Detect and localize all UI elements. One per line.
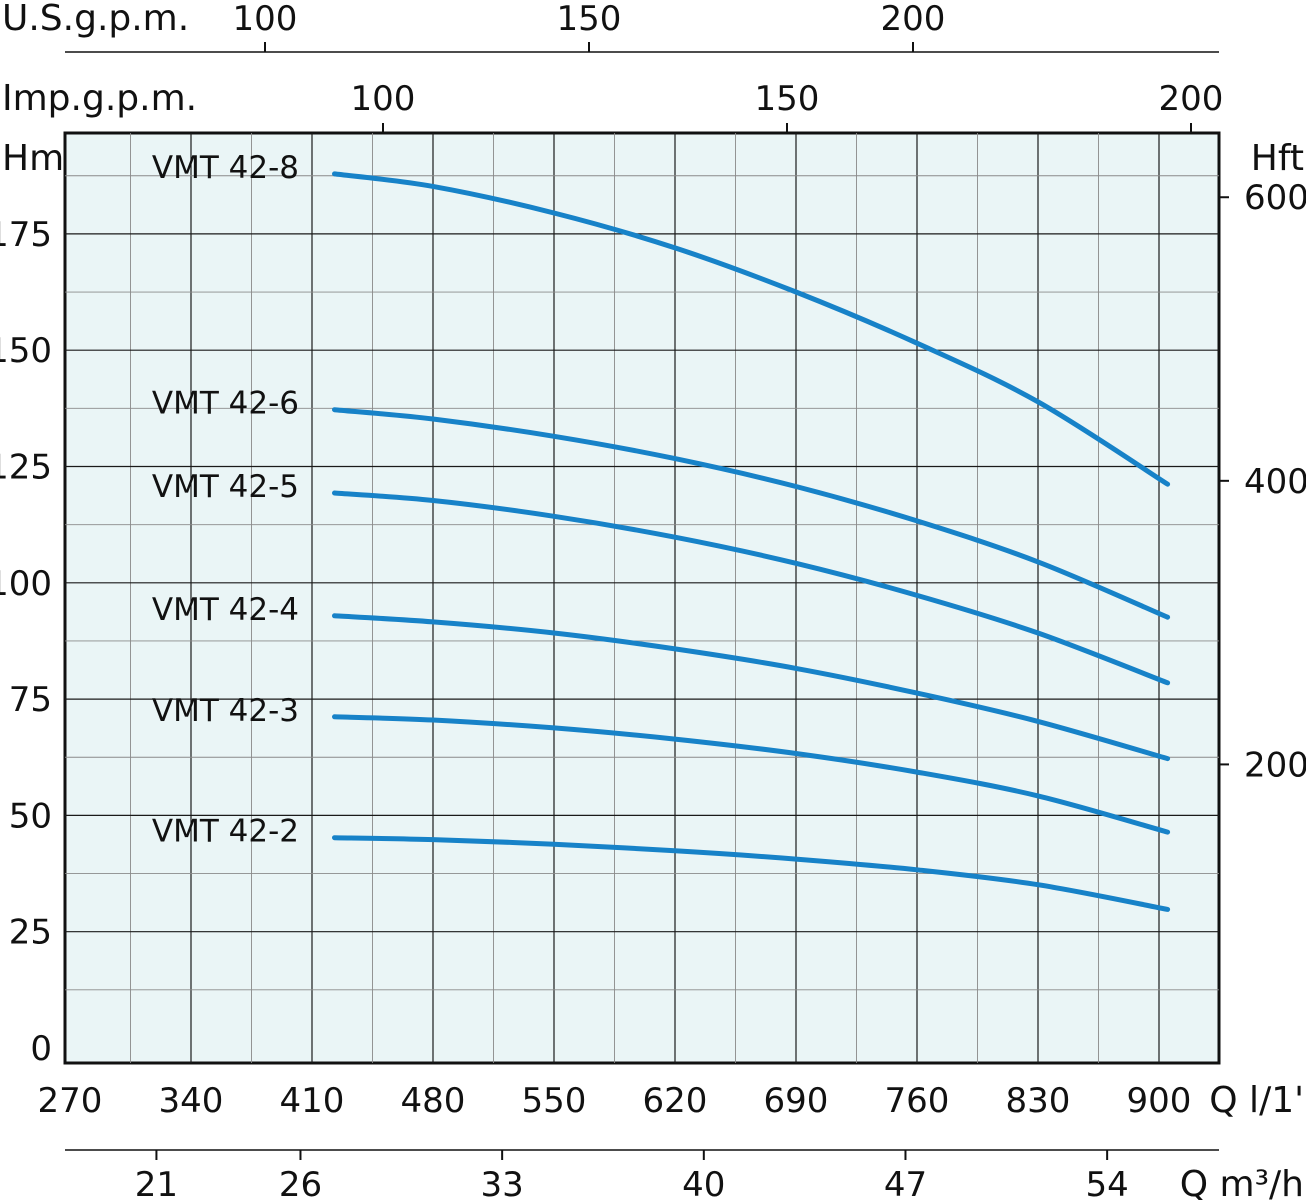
x-axis-title: Q l/1': [1209, 1080, 1304, 1121]
y-right-tick-label: 400: [1244, 462, 1306, 502]
y-left-tick-label: 75: [9, 680, 52, 720]
y-left-tick-label: 125: [0, 448, 52, 488]
series-line: [332, 490, 1171, 686]
x-tick-label: 340: [159, 1081, 224, 1121]
series-line: [332, 407, 1171, 620]
x-top-imp-axis-title: Imp.g.p.m.: [2, 78, 197, 119]
x-m3h-tick-label: 47: [884, 1165, 927, 1200]
x-top-us-tick-label: 200: [881, 0, 946, 39]
x-top-imp-tick-label: 150: [755, 79, 820, 119]
series-line: [332, 613, 1171, 762]
grid: [65, 133, 1219, 1063]
x-tick-label: 900: [1127, 1081, 1192, 1121]
x-top-us-tick-label: 150: [557, 0, 622, 39]
y-left-tick-label: 100: [0, 564, 52, 604]
x-tick-label: 480: [401, 1081, 466, 1121]
x-top-us-tick-label: 100: [233, 0, 298, 39]
y-left-tick-label: 175: [0, 215, 52, 255]
series-label: VMT 42-5: [152, 469, 299, 505]
y-left-tick-label: 150: [0, 331, 52, 371]
x-tick-label: 690: [764, 1081, 829, 1121]
series-label: VMT 42-3: [152, 693, 299, 729]
series-line: [332, 714, 1171, 835]
series-line: [332, 835, 1171, 912]
x-top-imp-tick-label: 100: [351, 79, 416, 119]
y-left-axis-title: Hm: [2, 138, 64, 179]
x-m3h-tick-label: 40: [682, 1165, 725, 1200]
x-top-imp-tick-label: 200: [1159, 79, 1224, 119]
x-tick-label: 830: [1006, 1081, 1071, 1121]
x-m3h-axis-title: Q m³/h: [1180, 1164, 1304, 1200]
x-m3h-tick-label: 26: [279, 1165, 322, 1200]
x-m3h-tick-label: 54: [1086, 1165, 1129, 1200]
x-m3h-tick-label: 21: [135, 1165, 178, 1200]
y-left-tick-label: 25: [9, 913, 52, 953]
plot-area: [63, 131, 1221, 1065]
x-top-us-axis-title: U.S.g.p.m.: [2, 0, 189, 39]
x-tick-label: 620: [643, 1081, 708, 1121]
y-left-tick-label: 0: [30, 1029, 52, 1069]
y-right-tick-label: 600: [1244, 178, 1306, 218]
series-label: VMT 42-4: [152, 592, 299, 628]
y-right-axis-title: Hft: [1251, 138, 1304, 179]
x-tick-label: 760: [885, 1081, 950, 1121]
series-label: VMT 42-2: [152, 814, 299, 850]
y-left-tick-label: 50: [9, 796, 52, 836]
x-tick-label: 270: [38, 1081, 103, 1121]
y-right-tick-label: 200: [1244, 745, 1306, 785]
series-label: VMT 42-8: [152, 150, 299, 186]
x-tick-label: 410: [280, 1081, 345, 1121]
series-line: [332, 171, 1171, 487]
curves: VMT 42-8 VMT 42-6 VMT 42-5 VMT 42-4 VMT 42-3…: [152, 150, 1171, 912]
series-label: VMT 42-6: [152, 386, 299, 422]
x-m3h-tick-label: 33: [481, 1165, 524, 1200]
x-tick-label: 550: [522, 1081, 587, 1121]
